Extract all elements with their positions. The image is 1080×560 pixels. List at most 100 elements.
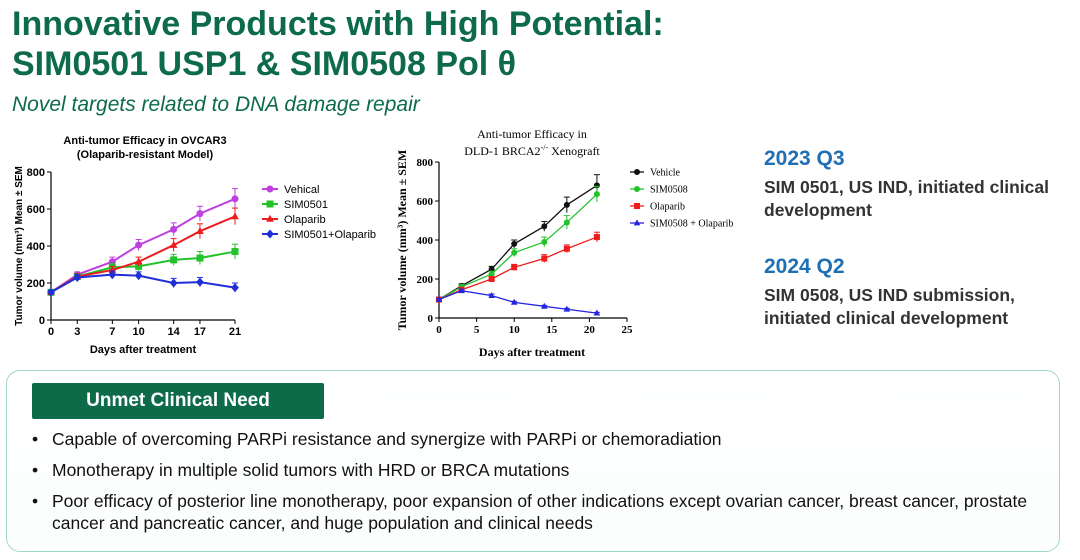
y-tick-label: 800 xyxy=(417,157,434,169)
milestone-quarter: 2024 Q2 xyxy=(764,255,845,278)
series-line xyxy=(438,290,598,314)
data-point xyxy=(266,185,274,193)
data-point xyxy=(73,272,82,282)
x-tick-label: 5 xyxy=(474,324,480,336)
data-point xyxy=(196,277,204,287)
data-point xyxy=(170,225,178,233)
y-tick-label: 200 xyxy=(27,278,45,290)
data-point xyxy=(196,210,204,218)
list-item: • Monotherapy in multiple solid tumors wi… xyxy=(26,459,1056,481)
data-point xyxy=(108,270,117,280)
bullet: • xyxy=(32,429,39,449)
legend-label: Vehical xyxy=(284,184,319,196)
data-point xyxy=(511,264,518,271)
data-point xyxy=(231,195,239,203)
data-point xyxy=(593,234,600,241)
data-point xyxy=(47,287,55,297)
data-point xyxy=(196,254,204,262)
chart-title-line-2: DLD-1 BRCA2-/- Xenograft xyxy=(464,143,600,158)
data-point xyxy=(169,278,178,288)
bullet: • xyxy=(32,460,39,480)
legend-label: SIM0508 xyxy=(650,185,688,196)
bullet: • xyxy=(32,491,39,511)
legend-label: Olaparib xyxy=(650,202,685,213)
series-sim0508 xyxy=(436,185,600,303)
milestone-description: SIM 0508, US IND submission, initiated c… xyxy=(764,285,1015,328)
legend-label: Olaparib xyxy=(284,214,326,226)
series-line xyxy=(50,215,236,294)
x-tick-label: 25 xyxy=(622,324,634,336)
y-axis-label: Tumor volume (mm³) Mean ± SEM xyxy=(14,166,25,326)
dld1-efficacy-chart: Anti-tumor Efficacy in DLD-1 BRCA2-/- Xe… xyxy=(395,127,733,359)
series-olaparib xyxy=(47,207,239,296)
data-point xyxy=(563,219,570,226)
chart-subtitle: (Olaparib-resistant Model) xyxy=(77,149,214,161)
page-title-line-2: SIM0501 USP1 & SIM0508 Pol θ xyxy=(12,45,517,83)
data-point xyxy=(196,227,204,234)
page-title-line-1: Innovative Products with High Potential: xyxy=(12,5,664,43)
list-item-text: Capable of overcoming PARPi resistance a… xyxy=(52,429,722,449)
data-point xyxy=(266,200,274,208)
milestone-2024-q2: 2024 Q2 SIM 0508, US IND submission, ini… xyxy=(764,254,1080,330)
x-tick-label: 20 xyxy=(584,324,596,336)
chart-title-line-1: Anti-tumor Efficacy in xyxy=(477,127,587,141)
list-item: • Capable of overcoming PARPi resistance … xyxy=(26,428,1056,450)
x-tick-label: 17 xyxy=(194,326,206,338)
legend-label: SIM0508 + Olaparib xyxy=(650,219,733,230)
data-point xyxy=(634,186,640,192)
milestone-quarter: 2023 Q3 xyxy=(764,147,845,170)
y-tick-label: 800 xyxy=(27,167,45,179)
data-point xyxy=(633,219,641,226)
page-subtitle: Novel targets related to DNA damage repa… xyxy=(12,93,420,116)
data-point xyxy=(593,191,600,198)
unmet-need-list: • Capable of overcoming PARPi resistance … xyxy=(26,428,1056,543)
data-point xyxy=(231,212,239,220)
list-item-text: Poor efficacy of posterior line monother… xyxy=(52,491,1028,533)
data-point xyxy=(134,271,143,281)
data-point xyxy=(563,201,570,208)
data-point xyxy=(169,240,178,248)
x-tick-label: 15 xyxy=(546,324,558,336)
x-tick-label: 7 xyxy=(109,326,115,338)
data-point xyxy=(634,203,640,209)
y-tick-label: 200 xyxy=(417,274,434,286)
chart-title: Anti-tumor Efficacy in OVCAR3 xyxy=(63,135,226,147)
data-point xyxy=(266,229,274,239)
data-point xyxy=(134,257,143,265)
data-point xyxy=(541,223,548,230)
milestone-2023-q3: 2023 Q3 SIM 0501, US IND, initiated clin… xyxy=(764,146,1080,222)
legend-label: SIM0501+Olaparib xyxy=(284,229,376,241)
y-tick-label: 600 xyxy=(417,196,434,208)
series-sim0501-olaparib xyxy=(47,270,239,297)
data-point xyxy=(266,214,274,222)
data-point xyxy=(510,298,518,305)
data-point xyxy=(593,309,601,316)
x-tick-label: 21 xyxy=(229,326,241,338)
series-sim0501 xyxy=(47,243,239,296)
data-point xyxy=(541,255,548,262)
data-point xyxy=(540,302,548,309)
ovcar3-efficacy-chart: Anti-tumor Efficacy in OVCAR3 (Olaparib-… xyxy=(14,135,376,356)
x-axis-label: Days after treatment xyxy=(479,345,585,359)
x-tick-label: 3 xyxy=(74,326,80,338)
legend-label: Vehicle xyxy=(650,168,681,179)
data-point xyxy=(435,295,443,302)
list-item-text: Monotherapy in multiple solid tumors wit… xyxy=(52,460,570,480)
x-tick-label: 10 xyxy=(509,324,521,336)
data-point xyxy=(593,182,600,189)
data-point xyxy=(135,241,143,249)
milestone-description: SIM 0501, US IND, initiated clinical dev… xyxy=(764,177,1049,220)
data-point xyxy=(563,305,571,312)
unmet-need-heading: Unmet Clinical Need xyxy=(32,383,324,419)
x-tick-label: 0 xyxy=(436,324,442,336)
series-line xyxy=(438,184,598,301)
data-point xyxy=(511,240,518,247)
data-point xyxy=(634,169,640,175)
y-tick-label: 400 xyxy=(417,235,434,247)
series-vehicle xyxy=(436,174,600,303)
page-title: Innovative Products with High Potential:… xyxy=(12,4,1072,84)
y-tick-label: 400 xyxy=(27,241,45,253)
y-tick-label: 600 xyxy=(27,204,45,216)
data-point xyxy=(541,238,548,245)
x-tick-label: 10 xyxy=(132,326,144,338)
